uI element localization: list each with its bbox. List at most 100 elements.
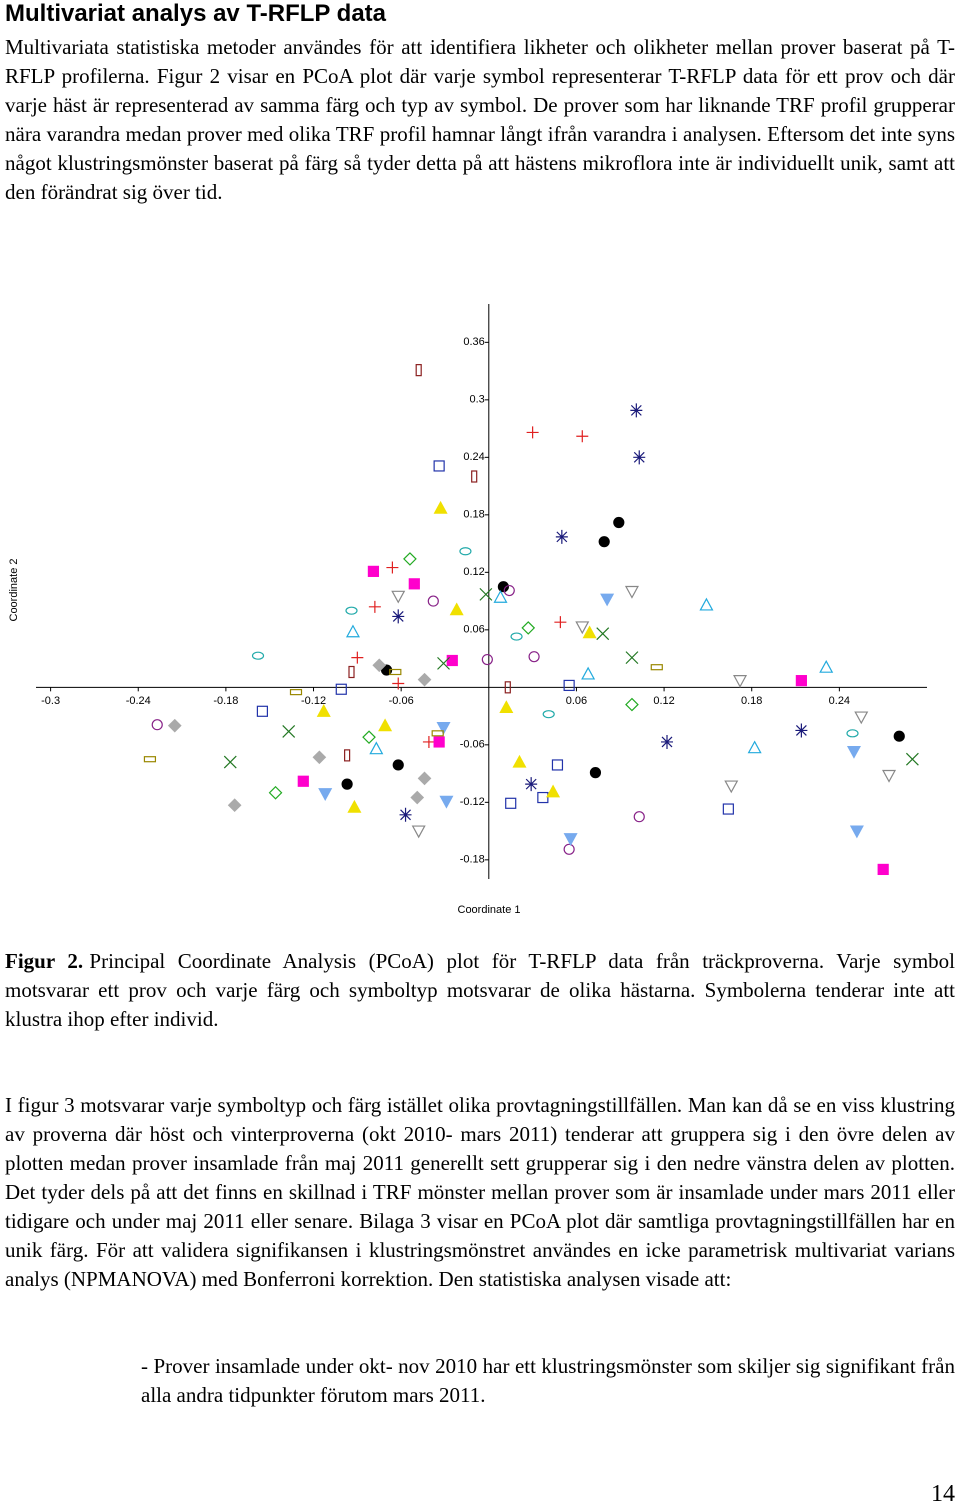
point: [581, 666, 596, 680]
x-tick-label: 0.18: [741, 695, 762, 707]
paragraph: Multivariata statistiska metoder använde…: [5, 35, 955, 204]
point: [439, 795, 454, 809]
point: [256, 705, 269, 717]
point: [345, 624, 360, 638]
point: [372, 658, 387, 673]
point: [143, 756, 157, 763]
point: [512, 754, 527, 768]
point: [747, 740, 762, 754]
point: [316, 704, 331, 717]
point: [526, 426, 539, 439]
point: [877, 863, 889, 876]
point: [624, 585, 639, 599]
point: [510, 632, 523, 641]
point: [433, 736, 445, 748]
y-tick-label: 0.06: [463, 624, 484, 636]
x-tick-label: -0.06: [389, 695, 414, 707]
point: [733, 675, 748, 688]
point: [625, 697, 639, 712]
bullet: - Prover insamlade under okt- nov 2010 h…: [141, 1354, 955, 1407]
point: [563, 843, 575, 855]
point: [630, 403, 643, 418]
heading: Multivariat analys av T-RFLP data: [5, 0, 387, 27]
y-tick-label: 0.12: [463, 566, 484, 578]
point: [417, 672, 432, 687]
point: [459, 547, 472, 556]
caption-label: Figur 2.: [5, 949, 84, 973]
point: [493, 589, 508, 603]
point: [282, 724, 296, 738]
y-tick-label: -0.18: [460, 854, 485, 866]
y-tick-label: -0.06: [460, 739, 485, 751]
x-tick-label: 0.12: [653, 695, 674, 707]
point: [589, 767, 602, 779]
point: [411, 825, 426, 839]
point: [347, 799, 362, 813]
point: [598, 536, 610, 548]
caption: Figur 2. Principal Coordinate Analysis (P…: [5, 947, 955, 1034]
point: [699, 597, 714, 611]
point: [546, 784, 561, 798]
point: [633, 450, 646, 465]
point: [433, 460, 445, 472]
point: [399, 807, 412, 822]
point: [345, 606, 358, 615]
point: [819, 659, 834, 673]
point: [846, 745, 861, 759]
y-tick-label: 0.3: [470, 394, 485, 406]
y-axis-label: Coordinate 2: [8, 559, 20, 622]
point: [650, 664, 663, 671]
point: [551, 759, 564, 771]
point: [795, 675, 807, 687]
point: [348, 665, 355, 679]
point: [392, 609, 405, 624]
point: [661, 734, 674, 749]
point: [471, 470, 478, 483]
point: [341, 778, 353, 790]
y-tick-label: 0.24: [463, 451, 484, 463]
caption-text: Principal Coordinate Analysis (PCoA) plo…: [5, 949, 955, 1031]
point: [846, 729, 859, 738]
point: [318, 788, 333, 801]
point: [391, 590, 406, 604]
point: [542, 710, 555, 719]
chart: Coordinate 1 Coordinate 2 -0.3 -0.24 -0.18…: [8, 304, 927, 916]
point: [596, 627, 610, 641]
y-tick-label: 0.18: [463, 509, 484, 521]
x-tick-label: -0.18: [213, 695, 238, 707]
point: [427, 595, 439, 607]
x-tick-label: -0.24: [126, 695, 151, 707]
point: [481, 653, 493, 666]
point: [437, 656, 450, 670]
point: [167, 718, 182, 733]
point: [722, 803, 734, 815]
point: [433, 500, 448, 514]
point: [369, 741, 384, 755]
point: [362, 730, 376, 745]
point: [378, 718, 393, 732]
x-axis-label: Coordinate 1: [458, 904, 521, 916]
point: [854, 711, 869, 725]
x-tick-label: -0.3: [41, 695, 60, 707]
point: [576, 430, 589, 443]
point: [431, 730, 444, 737]
point: [335, 683, 347, 695]
point: [368, 600, 381, 613]
point: [505, 797, 517, 809]
point: [367, 565, 380, 577]
point: [289, 689, 303, 696]
point: [625, 651, 639, 665]
point: [351, 651, 364, 664]
paragraph: I figur 3 motsvarar varje symboltyp och …: [5, 1093, 955, 1291]
point: [422, 735, 435, 748]
point: [537, 791, 549, 804]
point: [504, 681, 511, 694]
point: [905, 752, 919, 766]
point: [403, 552, 417, 566]
point: [251, 651, 265, 660]
point: [297, 775, 309, 787]
point: [575, 621, 590, 635]
x-tick-label: 0.24: [829, 695, 850, 707]
point: [555, 529, 568, 544]
